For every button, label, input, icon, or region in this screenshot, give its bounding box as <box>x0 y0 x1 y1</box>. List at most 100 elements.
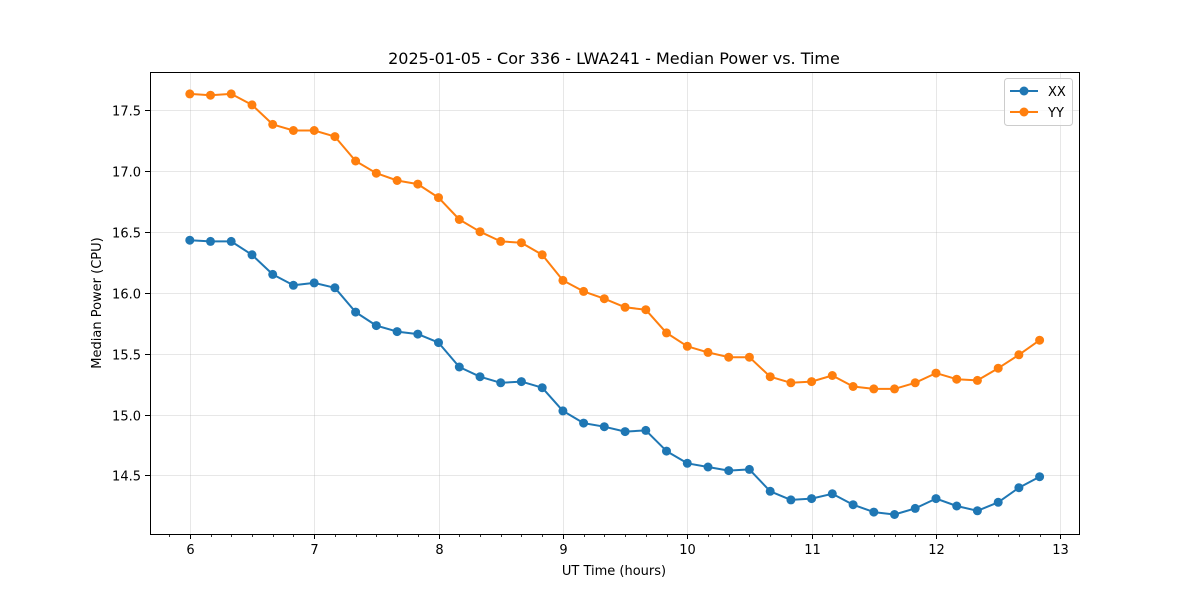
data-point-xx <box>351 307 361 317</box>
data-point-yy <box>724 352 734 362</box>
data-point-yy <box>558 275 568 285</box>
data-point-yy <box>475 227 485 237</box>
data-point-xx <box>516 377 526 387</box>
data-point-yy <box>454 215 464 224</box>
axis-ticks: 6 7 8 9 10 11 12 13 14.5 15.0 15.5 16.0 16.5 17.0 17.5 <box>112 105 1069 559</box>
y-tick-label: 16.5 <box>112 227 141 242</box>
y-tick-label: 17.5 <box>112 105 141 120</box>
data-point-yy <box>641 305 651 315</box>
legend-marker-yy <box>1019 107 1029 117</box>
data-point-xx <box>993 497 1003 507</box>
x-tick-label: 8 <box>435 543 443 558</box>
data-point-yy <box>288 126 298 135</box>
data-point-yy <box>226 89 236 99</box>
data-point-xx <box>807 494 817 504</box>
data-point-xx <box>848 500 858 510</box>
data-point-yy <box>682 341 692 351</box>
y-tick-label: 17.0 <box>112 166 141 181</box>
data-point-xx <box>392 327 402 337</box>
x-tick-label: 9 <box>559 543 567 558</box>
data-point-yy <box>890 384 899 394</box>
data-point-xx <box>620 427 630 437</box>
x-tick-label: 12 <box>928 543 945 558</box>
data-point-xx <box>185 235 195 245</box>
data-point-xx <box>1035 472 1045 482</box>
data-point-xx <box>682 458 692 468</box>
data-point-yy <box>807 377 817 387</box>
data-point-xx <box>1014 483 1024 493</box>
y-tick-label: 16.0 <box>112 288 141 303</box>
data-point-yy <box>931 368 941 378</box>
data-point-xx <box>371 321 381 331</box>
data-point-yy <box>744 352 754 362</box>
data-point-yy <box>537 250 547 260</box>
data-point-xx <box>952 501 962 511</box>
data-point-xx <box>288 280 298 290</box>
data-point-yy <box>496 236 506 246</box>
data-point-yy <box>703 347 713 357</box>
y-tick-label: 15.0 <box>112 410 141 425</box>
data-point-xx <box>434 338 443 348</box>
data-point-xx <box>931 494 941 504</box>
data-point-yy <box>1014 350 1024 360</box>
data-point-yy <box>620 302 630 312</box>
data-point-yy <box>413 179 423 189</box>
data-point-xx <box>910 503 920 513</box>
data-point-yy <box>392 176 402 185</box>
data-point-xx <box>413 329 423 339</box>
data-point-xx <box>309 278 319 288</box>
data-point-yy <box>579 286 589 296</box>
data-point-xx <box>475 372 485 382</box>
data-point-yy <box>247 100 257 110</box>
x-tick-label: 6 <box>186 543 194 558</box>
data-point-yy <box>1035 335 1045 345</box>
data-point-xx <box>765 486 775 496</box>
data-point-xx <box>496 378 506 388</box>
data-point-yy <box>993 363 1003 373</box>
data-point-xx <box>641 425 651 435</box>
data-point-yy <box>848 382 858 391</box>
y-tick-label: 14.5 <box>112 470 141 485</box>
grid-lines <box>150 72 1079 534</box>
data-point-xx <box>454 362 464 372</box>
data-point-yy <box>869 384 879 394</box>
x-tick-label: 11 <box>804 543 821 558</box>
x-tick-label: 13 <box>1052 543 1069 558</box>
data-point-yy <box>371 168 381 178</box>
x-axis-label: UT Time (hours) <box>562 564 666 579</box>
data-point-xx <box>972 506 982 516</box>
data-point-yy <box>309 126 319 135</box>
data-point-yy <box>330 132 340 142</box>
legend-label-xx: XX <box>1048 85 1066 100</box>
data-point-xx <box>724 466 734 476</box>
data-point-yy <box>434 193 443 203</box>
data-point-xx <box>890 510 899 519</box>
data-point-yy <box>516 238 526 248</box>
data-point-xx <box>662 446 671 456</box>
data-point-yy <box>827 371 837 380</box>
data-point-xx <box>537 383 547 393</box>
y-axis-label: Median Power (CPU) <box>90 237 105 368</box>
data-point-yy <box>765 372 775 382</box>
data-point-yy <box>185 89 195 99</box>
data-point-yy <box>910 378 920 388</box>
data-point-xx <box>579 418 589 428</box>
data-point-yy <box>786 378 796 388</box>
data-point-yy <box>952 374 962 384</box>
data-point-yy <box>206 90 215 100</box>
data-point-xx <box>827 489 837 499</box>
legend: XX YY <box>1004 78 1073 126</box>
data-point-yy <box>662 328 671 338</box>
data-point-yy <box>268 119 278 129</box>
data-point-xx <box>247 250 257 260</box>
y-tick-label: 15.5 <box>112 349 141 364</box>
data-point-yy <box>599 294 609 304</box>
legend-label-yy: YY <box>1047 106 1064 121</box>
x-tick-label: 10 <box>679 543 696 558</box>
data-point-xx <box>226 236 236 246</box>
data-point-xx <box>558 406 568 416</box>
plot-area-frame <box>150 72 1080 535</box>
data-point-xx <box>330 283 340 293</box>
chart-title: 2025-01-05 - Cor 336 - LWA241 - Median P… <box>388 49 840 68</box>
